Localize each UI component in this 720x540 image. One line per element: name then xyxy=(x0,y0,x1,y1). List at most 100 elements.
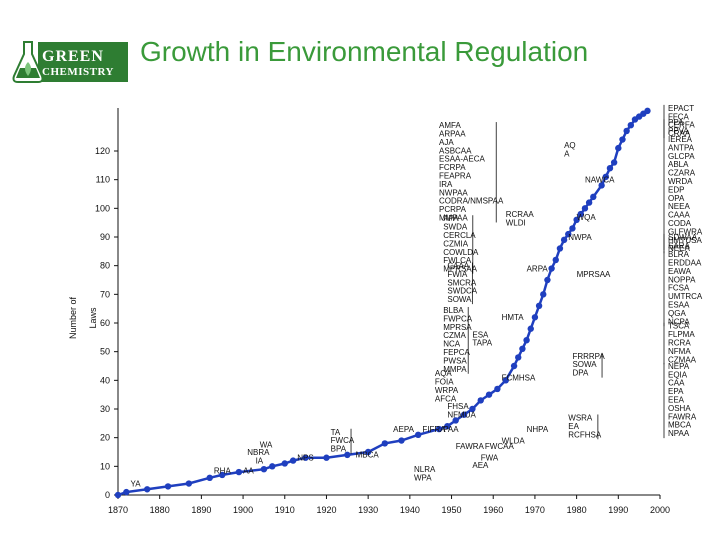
x-tick-label: 1970 xyxy=(525,505,545,515)
x-tick-label: 1960 xyxy=(483,505,503,515)
annotation-label: WA xyxy=(260,441,273,450)
annotation-label: NWPA xyxy=(568,233,592,242)
right-column-label: UMTRCA xyxy=(668,292,703,301)
right-column-label: CZMAA xyxy=(668,355,697,364)
annotation-label: CAAA xyxy=(447,262,469,271)
annotation-label: MBCA xyxy=(356,451,380,460)
y-tick-label: 100 xyxy=(95,203,110,213)
annotation-label: SWDCA xyxy=(447,287,477,296)
annotation: NBRA xyxy=(247,448,270,457)
annotation-label: COWLDA xyxy=(443,248,479,257)
data-point xyxy=(323,454,330,461)
annotation: AEA xyxy=(472,461,489,470)
annotation-label: ESA xyxy=(472,330,489,339)
annotation-label: FCRPA xyxy=(439,163,466,172)
y-tick-label: 70 xyxy=(100,289,110,299)
data-point xyxy=(598,182,605,189)
annotation-label: SMCRA xyxy=(447,278,477,287)
right-column-label: MBCA xyxy=(668,421,692,430)
y-axis-label: Laws xyxy=(88,307,98,329)
right-column-block: PPAPPVAIEREAANTPAGLCPAABLACZARAWRDAEDPOP… xyxy=(663,118,703,254)
right-column-label: CERFA xyxy=(668,121,695,130)
annotation: MPRSAA xyxy=(577,270,611,279)
data-point xyxy=(219,471,226,479)
right-column-label: ERDDAA xyxy=(668,258,702,267)
annotation: FAWRA xyxy=(456,442,485,451)
annotation-label: SOWA xyxy=(447,295,472,304)
right-column-label: EAWA xyxy=(668,267,692,276)
flask-icon xyxy=(12,41,44,83)
annotation: NPS xyxy=(297,454,313,463)
right-column-label: CAAA xyxy=(668,211,690,220)
x-tick-label: 2000 xyxy=(650,505,670,515)
data-point xyxy=(569,225,576,232)
data-point xyxy=(485,391,493,398)
annotation: NWPA xyxy=(568,233,592,242)
x-tick-label: 1950 xyxy=(442,505,462,515)
right-column-label: FFCA xyxy=(668,112,690,121)
right-column-label: GLCPA xyxy=(668,152,695,161)
annotation-label: AJA xyxy=(439,138,454,147)
annotation-label: NBRA xyxy=(247,448,270,457)
y-tick-label: 0 xyxy=(105,490,110,500)
annotation-label: FEPCA xyxy=(443,348,470,357)
data-point xyxy=(581,205,589,212)
x-tick-label: 1930 xyxy=(358,505,378,515)
annotation-label: FRRRPA xyxy=(572,352,605,361)
annotation-label: CZMIA xyxy=(443,239,469,248)
data-point xyxy=(114,491,122,499)
right-column-label: NCPA xyxy=(668,317,690,326)
annotation: PAA xyxy=(443,425,459,434)
annotation-label: TAPA xyxy=(472,339,492,348)
annotation: WQA xyxy=(577,213,597,222)
annotation-label: DPA xyxy=(572,369,589,378)
data-point xyxy=(281,460,288,467)
annotation-label: HMTA xyxy=(502,313,525,322)
right-column-group: EPACTFFCACERFACRAAPPAPPVAIEREAANTPAGLCPA… xyxy=(663,104,703,439)
x-tick-label: 1900 xyxy=(233,505,253,515)
annotation-label: SWDA xyxy=(443,223,468,232)
annotation-label: AQA xyxy=(435,369,453,378)
logo-line-1: GREEN xyxy=(42,48,104,65)
data-point xyxy=(302,454,309,461)
right-column-label: NOPPA xyxy=(668,275,696,284)
annotation-label: FOIA xyxy=(435,377,454,386)
annotation-label: PCRPA xyxy=(439,205,467,214)
data-point xyxy=(364,448,372,456)
right-column-label: OPA xyxy=(668,194,685,203)
data-point xyxy=(381,440,389,447)
annotation-label: A xyxy=(564,150,570,159)
right-column-label: HMTUSA xyxy=(668,236,702,245)
right-column-label: CZARA xyxy=(668,169,696,178)
right-column-label: BLRA xyxy=(668,250,690,259)
annotation-label: NCA xyxy=(443,340,461,349)
data-point xyxy=(414,431,422,438)
annotation-label: NWPAA xyxy=(439,188,468,197)
data-point xyxy=(602,173,609,180)
data-point xyxy=(289,457,297,464)
data-point xyxy=(523,337,530,344)
annotation-label: WQA xyxy=(577,213,597,222)
annotation-label: FAWRA xyxy=(456,442,485,451)
y-tick-label: 90 xyxy=(100,232,110,242)
y-tick-label: 120 xyxy=(95,146,110,156)
y-tick-label: 10 xyxy=(100,461,110,471)
series-line-group xyxy=(114,107,651,499)
right-column-label: EPA xyxy=(668,387,684,396)
data-point xyxy=(398,437,405,444)
y-tick-label: 40 xyxy=(100,375,110,385)
data-point xyxy=(519,345,526,352)
annotation-label: SOWA xyxy=(572,360,597,369)
annotation-label: ESAA-AECA xyxy=(439,155,485,164)
annotation: AMFAARPAAAJAASBCAAESAA-AECAFCRPAFEAPRAIR… xyxy=(439,121,504,223)
annotation: FIFRA xyxy=(422,425,446,434)
annotation-label: FHSA xyxy=(447,402,469,411)
logo-line-2: CHEMISTRY xyxy=(42,66,114,78)
right-column-label: NEPA xyxy=(668,362,690,371)
data-point xyxy=(548,265,555,272)
annotation-label: FWPCA xyxy=(443,314,473,323)
